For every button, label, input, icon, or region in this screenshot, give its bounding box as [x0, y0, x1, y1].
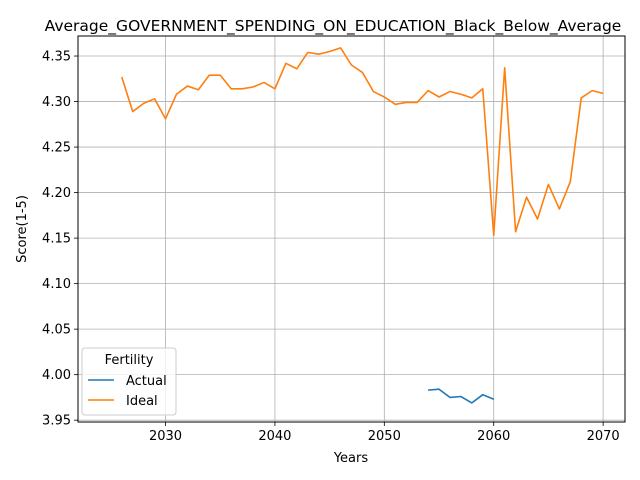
y-tick-label: 4.25 [42, 141, 71, 156]
x-tick-label: 2040 [258, 429, 291, 444]
y-tick-label: 4.10 [42, 277, 71, 292]
y-tick-label: 4.15 [42, 232, 71, 247]
y-tick-label: 4.35 [42, 50, 71, 65]
x-tick-label: 2060 [477, 429, 510, 444]
series-line-actual [428, 388, 495, 404]
legend-title: Fertility [105, 353, 154, 368]
series-lines [120, 47, 604, 404]
y-tick-label: 4.20 [42, 186, 71, 201]
legend: Fertility Actual Ideal [81, 347, 177, 416]
y-axis: 3.95 4.00 4.05 4.10 4.15 4.20 4.25 4.30 4.35 [42, 50, 78, 429]
series-line-ideal [120, 47, 604, 237]
legend-label-actual: Actual [126, 374, 167, 389]
chart-title: Average_GOVERNMENT_SPENDING_ON_EDUCATION… [45, 17, 622, 36]
x-axis: 2030 2040 2050 2060 2070 [149, 422, 620, 444]
y-tick-label: 3.95 [42, 414, 71, 429]
x-axis-label: Years [333, 451, 369, 466]
x-tick-label: 2070 [587, 429, 620, 444]
grid-lines [78, 36, 625, 422]
y-tick-label: 4.30 [42, 95, 71, 110]
plot-frame [77, 35, 626, 423]
legend-label-ideal: Ideal [126, 394, 158, 409]
x-tick-label: 2050 [368, 429, 401, 444]
legend-box [81, 347, 177, 416]
y-tick-label: 4.05 [42, 323, 71, 338]
x-tick-label: 2030 [149, 429, 182, 444]
y-axis-label: Score(1-5) [15, 195, 30, 263]
y-tick-label: 4.00 [42, 368, 71, 383]
